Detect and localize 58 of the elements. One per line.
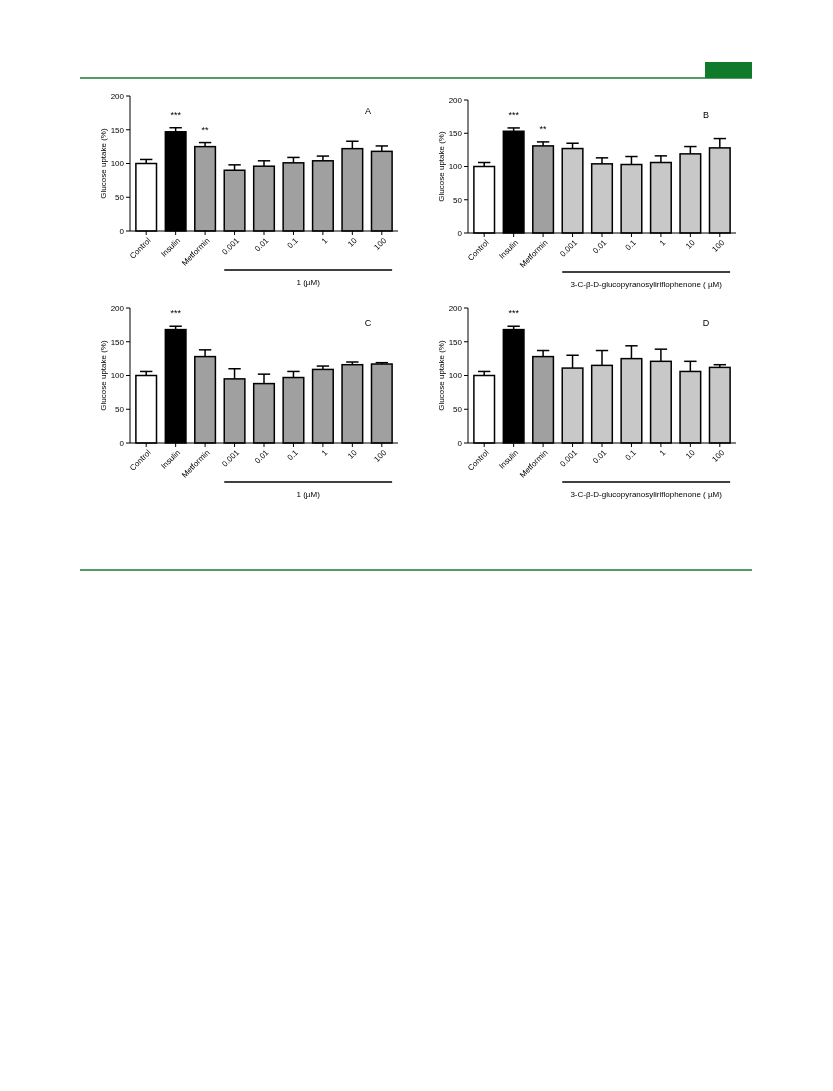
annotation: ** <box>539 123 548 134</box>
x-tick-label: 10 <box>684 447 698 461</box>
text: B <box>702 110 710 120</box>
y-axis-title: Glucose uptake (%) <box>99 128 108 199</box>
x-tick-label: 0.1 <box>285 235 301 251</box>
y-tick-label: 50 <box>115 405 125 415</box>
y-axis-title: Glucose uptake (%) <box>99 340 108 411</box>
y-tick-label: 100 <box>448 371 463 381</box>
x-tick-label: 0.1 <box>623 237 639 253</box>
y-tick-label: 0 <box>457 228 463 238</box>
y-tick-label: 150 <box>110 337 125 347</box>
y-tick-label: 200 <box>110 91 125 101</box>
x-tick-label: 0.01 <box>591 447 609 466</box>
y-tick-label: 150 <box>448 337 463 347</box>
y-tick-label: 0 <box>119 438 125 448</box>
y-tick-label: 150 <box>110 125 125 135</box>
y-tick-label: 50 <box>453 405 463 415</box>
y-tick-label: 0 <box>457 438 463 448</box>
y-tick-label: 200 <box>448 303 463 313</box>
x-tick-label: 0.01 <box>253 235 271 254</box>
y-tick-label: 200 <box>110 303 125 313</box>
x-tick-label: 100 <box>710 237 727 254</box>
x-tick-label: 1 <box>319 447 330 458</box>
annotation: *** <box>170 109 182 120</box>
x-tick-label: 10 <box>346 447 360 461</box>
y-axis-title: Glucose uptake (%) <box>437 340 446 411</box>
y-tick-label: 200 <box>448 95 463 105</box>
annotation: *** <box>508 109 520 120</box>
y-tick-label: 50 <box>115 193 125 203</box>
x-axis-title: 1 (µM) <box>296 490 321 499</box>
y-tick-label: 0 <box>119 226 125 236</box>
x-tick-label: 1 <box>657 237 668 248</box>
x-tick-label: 10 <box>346 235 360 249</box>
x-tick-label: 100 <box>372 235 389 252</box>
x-tick-label: 0.01 <box>591 237 609 256</box>
x-tick-label: 10 <box>684 237 698 251</box>
x-axis-title: 3-C-β-D-glucopyranosyliriflophenone ( µM) <box>570 490 723 499</box>
annotation: ** <box>201 124 210 135</box>
y-axis-title: Glucose uptake (%) <box>437 131 446 202</box>
y-tick-label: 100 <box>448 162 463 172</box>
annotation: *** <box>170 308 182 319</box>
x-tick-label: 1 <box>657 447 668 458</box>
text: D <box>702 318 710 328</box>
text: C <box>364 318 372 328</box>
y-tick-label: 100 <box>110 159 125 169</box>
y-tick-label: 100 <box>110 371 125 381</box>
x-axis-title: 1 (µM) <box>296 278 321 287</box>
y-tick-label: 150 <box>448 129 463 139</box>
x-tick-label: 100 <box>372 447 389 464</box>
y-tick-label: 50 <box>453 195 463 205</box>
x-axis-title: 3-C-β-D-glucopyranosyliriflophenone ( µM) <box>570 280 723 289</box>
annotation: *** <box>508 308 520 319</box>
x-tick-label: 0.1 <box>623 447 639 463</box>
x-tick-label: 0.01 <box>253 447 271 466</box>
text: A <box>364 106 372 116</box>
x-tick-label: 100 <box>710 447 727 464</box>
x-tick-label: 1 <box>319 235 330 246</box>
x-tick-label: 0.1 <box>285 447 301 463</box>
